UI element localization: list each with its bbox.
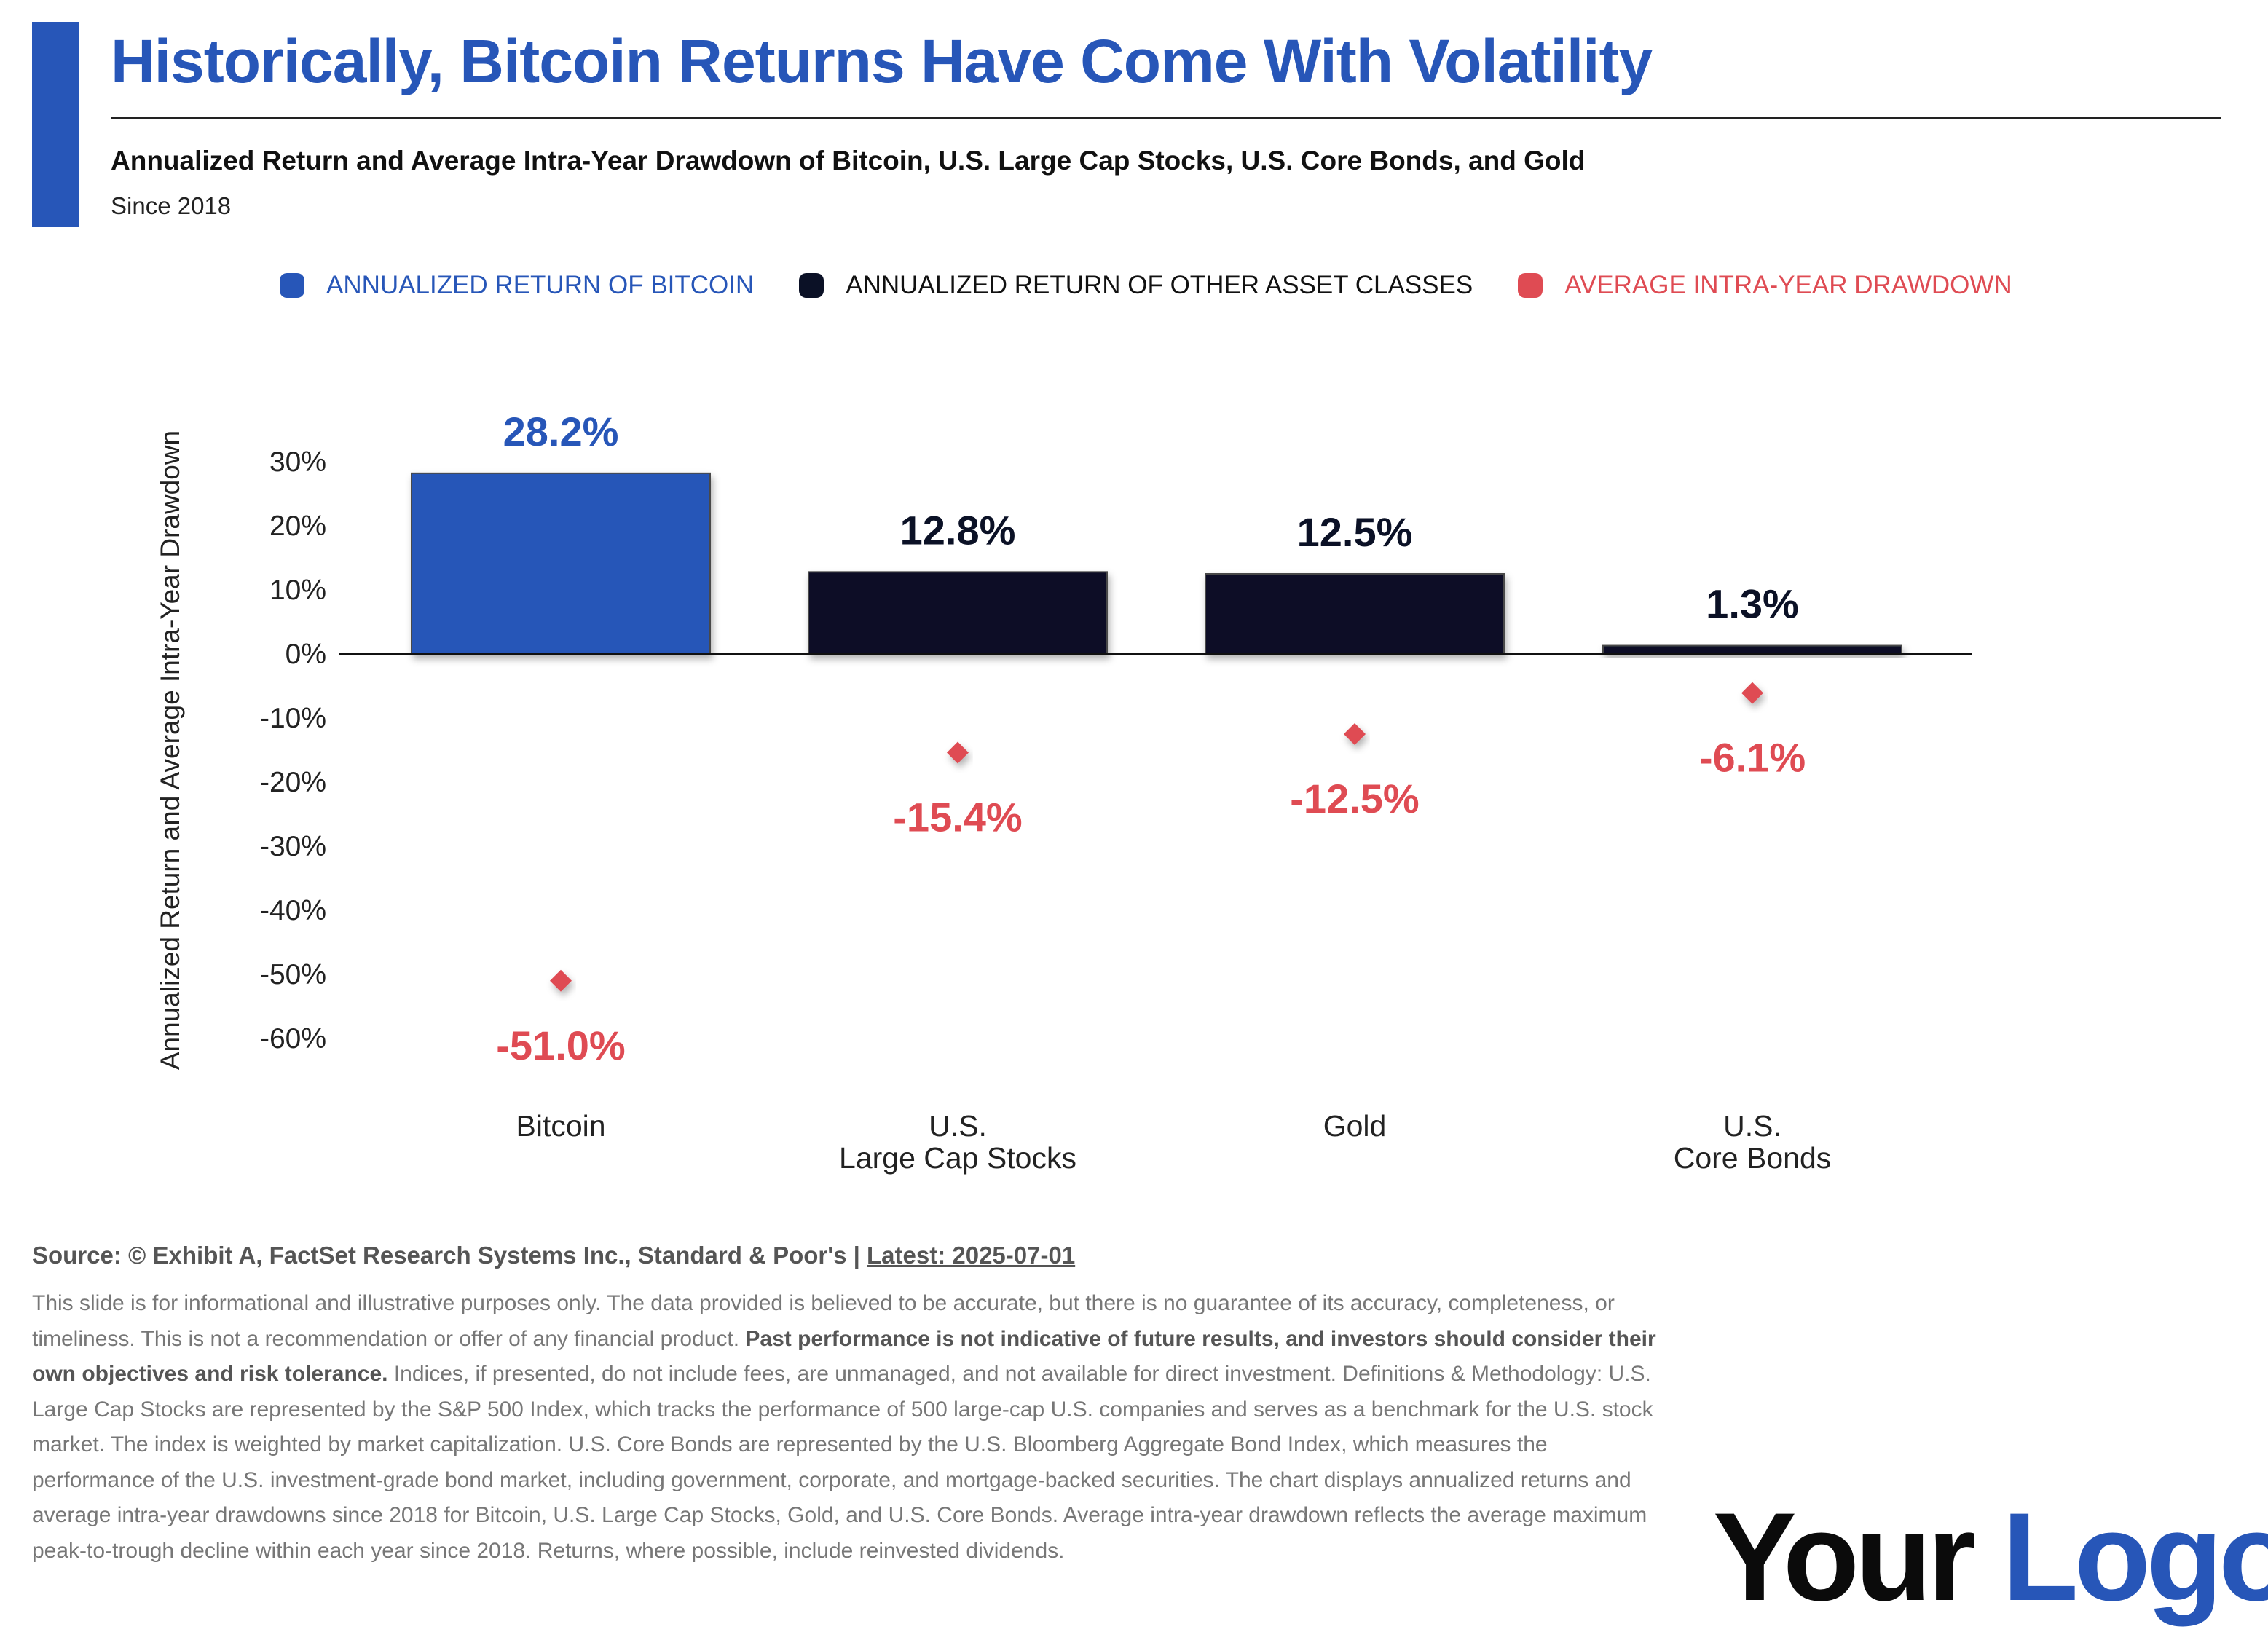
return-bar xyxy=(808,571,1108,655)
legend-label-drawdown: AVERAGE INTRA-YEAR DRAWDOWN xyxy=(1564,271,2012,299)
disclaimer-part-1: This slide is for informational and illu… xyxy=(32,1291,1615,1351)
drawdown-value-label: -12.5% xyxy=(1290,776,1419,821)
category-label: U.S. Core Bonds xyxy=(1674,1109,1832,1175)
logo-word-logo: Logo. xyxy=(2001,1487,2268,1627)
y-tick-label: 30% xyxy=(269,446,326,478)
return-bar xyxy=(411,472,711,655)
legend-swatch-drawdown xyxy=(1518,273,1543,298)
y-tick-label: -50% xyxy=(260,959,326,990)
y-axis-title: Annualized Return and Average Intra-Year… xyxy=(155,430,185,1070)
disclaimer-part-2: Indices, if presented, do not include fe… xyxy=(32,1362,1653,1563)
legend-swatch-other xyxy=(799,273,824,298)
source-line: Source: © Exhibit A, FactSet Research Sy… xyxy=(32,1242,1075,1269)
return-value-label: 12.5% xyxy=(1297,509,1413,555)
y-axis: Annualized Return and Average Intra-Year… xyxy=(155,430,326,1070)
y-tick-label: -10% xyxy=(260,703,326,734)
logo-word-your: Your xyxy=(1713,1487,1976,1627)
disclaimer-bold: Past performance is not indicative of fu… xyxy=(32,1326,1656,1387)
category-label: Gold xyxy=(1323,1109,1387,1143)
y-tick-label: -40% xyxy=(260,895,326,926)
latest-date: Latest: 2025-07-01 xyxy=(867,1242,1076,1269)
y-tick-label: 20% xyxy=(269,511,326,542)
legend-item-drawdown: AVERAGE INTRA-YEAR DRAWDOWN xyxy=(1518,271,2012,300)
return-bar xyxy=(1205,573,1505,655)
drawdown-marker xyxy=(550,969,572,992)
chart-legend: ANNUALIZED RETURN OF BITCOIN ANNUALIZED … xyxy=(280,271,2058,300)
accent-bar xyxy=(32,22,79,227)
category-label-line: Bitcoin xyxy=(516,1109,605,1143)
category-label-line: U.S. xyxy=(929,1109,987,1143)
bar-chart: Annualized Return and Average Intra-Year… xyxy=(155,409,1972,1175)
return-value-label: 12.8% xyxy=(900,507,1016,553)
return-bars xyxy=(411,472,1902,655)
return-value-label: 1.3% xyxy=(1706,581,1799,627)
y-tick-label: 10% xyxy=(269,575,326,606)
category-label: Bitcoin xyxy=(516,1109,605,1143)
drawdown-marker xyxy=(947,741,969,764)
legend-label-bitcoin: ANNUALIZED RETURN OF BITCOIN xyxy=(326,271,755,299)
category-label-line: Large Cap Stocks xyxy=(839,1141,1076,1175)
disclaimer-text: This slide is for informational and illu… xyxy=(32,1286,1663,1569)
drawdown-value-label: -6.1% xyxy=(1699,735,1806,781)
y-tick-label: -20% xyxy=(260,767,326,798)
title-divider xyxy=(111,117,2221,119)
category-label-line: U.S. xyxy=(1723,1109,1781,1143)
legend-item-other-return: ANNUALIZED RETURN OF OTHER ASSET CLASSES xyxy=(799,271,1473,300)
y-tick-label: -30% xyxy=(260,831,326,862)
drawdown-value-label: -51.0% xyxy=(496,1022,625,1068)
y-tick-label: -60% xyxy=(260,1023,326,1055)
category-label: U.S. Large Cap Stocks xyxy=(839,1109,1076,1175)
category-label-line: Gold xyxy=(1323,1109,1387,1143)
chart-subtitle: Annualized Return and Average Intra-Year… xyxy=(111,146,1586,176)
return-bar xyxy=(1602,644,1902,655)
company-logo: Your Logo. xyxy=(1713,1494,2268,1620)
legend-label-other: ANNUALIZED RETURN OF OTHER ASSET CLASSES xyxy=(846,271,1473,299)
chart-title: Historically, Bitcoin Returns Have Come … xyxy=(111,27,1653,95)
drawdown-markers xyxy=(550,682,1763,992)
drawdown-marker xyxy=(1344,723,1366,745)
legend-swatch-bitcoin xyxy=(280,273,304,298)
source-text: Source: © Exhibit A, FactSet Research Sy… xyxy=(32,1242,867,1269)
category-label-line: Core Bonds xyxy=(1674,1141,1832,1175)
since-note: Since 2018 xyxy=(111,192,232,219)
data-labels: 28.2% 12.8% 12.5% 1.3% -51.0% -15.4% -12.5% -6.… xyxy=(496,409,1806,1068)
return-value-label: 28.2% xyxy=(503,409,619,454)
drawdown-marker xyxy=(1741,682,1763,704)
legend-item-bitcoin-return: ANNUALIZED RETURN OF BITCOIN xyxy=(280,271,754,300)
drawdown-value-label: -15.4% xyxy=(893,795,1022,840)
y-tick-label: 0% xyxy=(286,639,326,670)
